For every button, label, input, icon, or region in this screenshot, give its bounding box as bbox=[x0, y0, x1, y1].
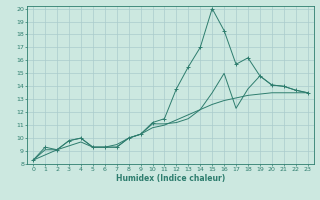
X-axis label: Humidex (Indice chaleur): Humidex (Indice chaleur) bbox=[116, 174, 225, 183]
